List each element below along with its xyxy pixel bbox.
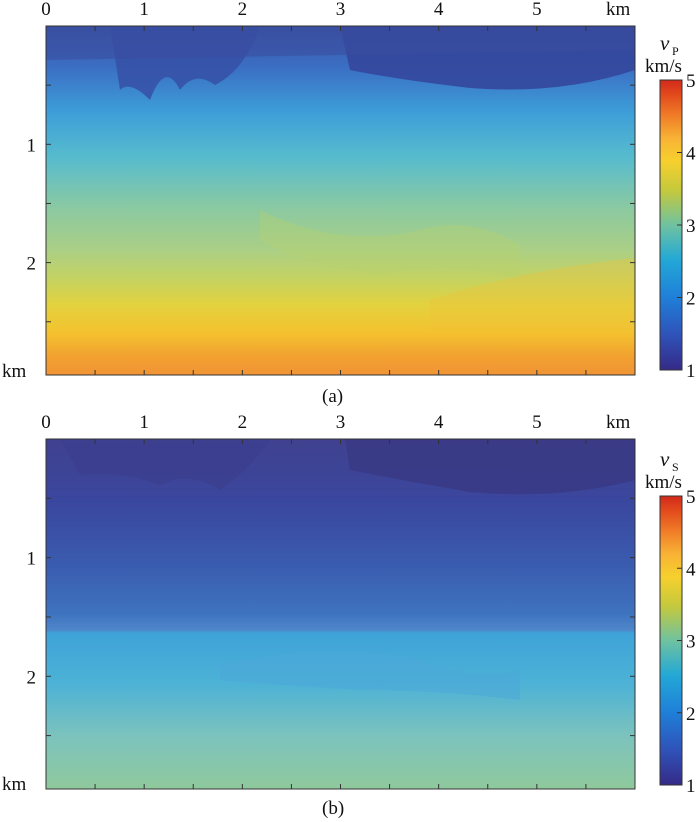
panel-a-colorbar-subscript: P (672, 44, 679, 58)
panel-b-y-tick-label: 2 (27, 667, 37, 688)
panel-b-y-tick-label: 1 (27, 549, 37, 570)
vp-shallow-band (46, 26, 635, 60)
panel-a-x-tick-label: 0 (41, 0, 51, 20)
panel-b-x-tick-label: 2 (238, 412, 248, 433)
panel-b: 0 1 2 3 4 5 1 2 km km (b) 1 2 3 4 5 v S km/s (2, 412, 696, 819)
panel-b-colorbar-tick-label: 4 (686, 559, 696, 580)
panel-a-colorbar-unit: km/s (645, 56, 682, 77)
panel-b-colorbar-tick-label: 5 (686, 487, 696, 508)
panel-a-colorbar-tick-label: 1 (686, 361, 696, 382)
vp-deep-dip (430, 258, 635, 330)
panel-b-x-tick-label: 3 (336, 412, 346, 433)
panel-a-colorbar-tick-label: 4 (686, 144, 696, 165)
panel-a-caption: (a) (322, 386, 343, 407)
vs-low-velocity-zone-right (345, 439, 635, 495)
panel-b-x-tick-label: 0 (41, 412, 51, 433)
panel-a-colorbar-symbol: v (660, 31, 670, 55)
panel-a-x-tick-label: 1 (139, 0, 149, 20)
panel-b-colorbar-tick-label: 3 (686, 632, 696, 653)
vs-low-velocity-zone-left (60, 439, 270, 490)
panel-a-x-tick-label: 4 (434, 0, 444, 20)
panel-a-y-unit: km (2, 361, 27, 382)
panel-a: 0 1 2 3 4 5 1 2 km km (a) 1 2 3 4 5 v P km/s (2, 0, 696, 407)
panel-a-x-tick-label: 2 (238, 0, 248, 20)
panel-a-colorbar-tick-label: 3 (686, 216, 696, 237)
panel-b-x-tick-label: 1 (139, 412, 149, 433)
panel-b-x-tick-label: 4 (434, 412, 444, 433)
panel-b-ticks: 0 1 2 3 4 5 1 2 (27, 412, 636, 789)
panel-b-caption: (b) (322, 798, 344, 819)
panel-b-x-tick-label: 5 (532, 412, 542, 433)
panel-b-y-unit: km (2, 774, 27, 795)
panel-a-ticks: 0 1 2 3 4 5 1 2 (27, 0, 636, 375)
vs-field (46, 439, 635, 789)
vp-anomalies (46, 26, 635, 330)
panel-a-colorbar-tick-label: 2 (686, 289, 696, 310)
panel-b-colorbar-unit: km/s (645, 472, 682, 493)
panel-b-x-unit: km (606, 412, 631, 433)
panel-a-y-tick-label: 1 (27, 135, 37, 156)
panel-b-colorbar-tick-label: 2 (686, 704, 696, 725)
panel-a-colorbar-ticks: 1 2 3 4 5 (677, 71, 696, 382)
panel-a-x-unit: km (606, 0, 631, 20)
panel-a-x-tick-label: 5 (532, 0, 542, 20)
panel-a-y-tick-label: 2 (27, 254, 37, 275)
vp-midlayer-variation (260, 210, 520, 280)
panel-b-colorbar-subscript: S (672, 460, 679, 474)
vs-midlayer-variation (220, 651, 520, 700)
panel-b-colorbar-ticks: 1 2 3 4 5 (677, 487, 696, 797)
panel-a-x-tick-label: 3 (336, 0, 346, 20)
vs-anomalies (60, 439, 635, 700)
panel-b-colorbar-symbol: v (660, 447, 670, 471)
panel-a-colorbar-tick-label: 5 (686, 71, 696, 92)
panel-b-colorbar-tick-label: 1 (686, 776, 696, 797)
